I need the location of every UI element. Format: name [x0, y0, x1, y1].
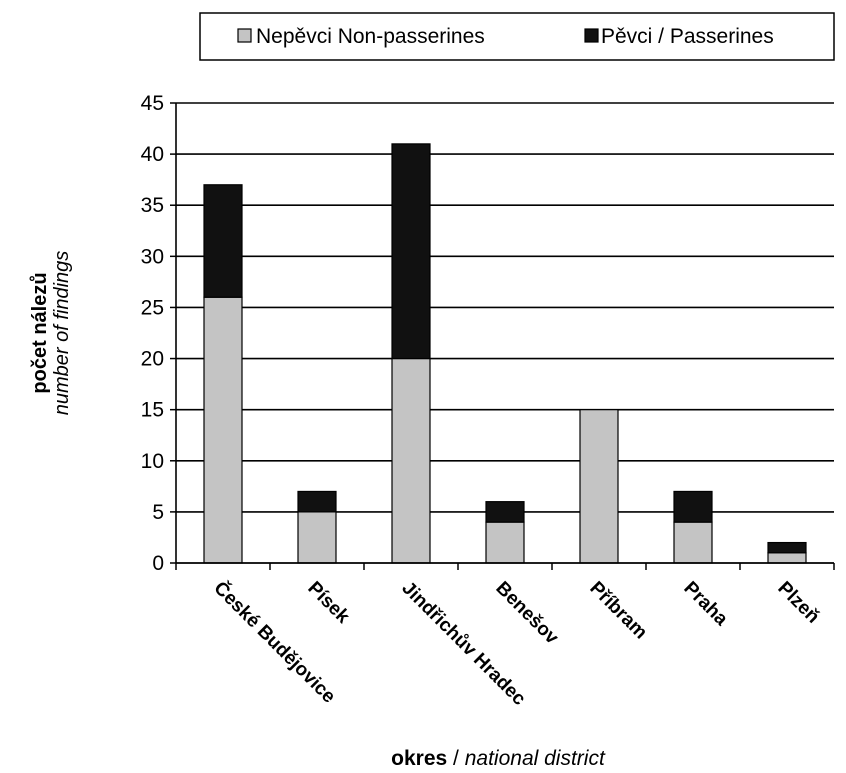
- y-tick-label: 45: [141, 92, 164, 115]
- y-axis: 0 5 10 15 20 25 30 35 40 45: [141, 92, 177, 575]
- bar-segment-non-passerines: [203, 296, 243, 564]
- category-label: Praha: [679, 578, 731, 630]
- legend-label-passerines: Pěvci / Passerines: [601, 25, 774, 48]
- bar-segment-non-passerines: [391, 357, 431, 564]
- gridlines: [176, 102, 834, 513]
- y-tick-label: 35: [141, 194, 164, 217]
- bar-segment-non-passerines: [673, 521, 713, 564]
- bar-segment-non-passerines: [485, 521, 525, 564]
- y-tick-label: 0: [152, 552, 164, 575]
- bars: [203, 143, 807, 564]
- category-label: Písek: [303, 578, 353, 628]
- bar-segment-passerines: [203, 184, 243, 298]
- bar-segment-passerines: [391, 143, 431, 360]
- y-tick-label: 5: [152, 501, 164, 524]
- y-axis-title-bold: počet nálezů: [29, 272, 51, 393]
- x-axis-title-bold: okres: [391, 747, 447, 770]
- y-tick-label: 40: [141, 143, 164, 166]
- legend-box: [199, 12, 835, 61]
- legend: Nepěvci Non-passerines Pěvci / Passerine…: [199, 12, 835, 61]
- bar-segment-non-passerines: [297, 511, 337, 564]
- bar-segment-non-passerines: [767, 552, 807, 564]
- x-axis-title-italic: national district: [465, 747, 606, 770]
- y-axis-title-italic: number of findings: [51, 251, 73, 416]
- x-axis-title: okres / national district: [391, 747, 606, 770]
- y-tick-label: 20: [141, 348, 164, 371]
- bar-segment-passerines: [767, 541, 807, 554]
- bar-segment-passerines: [485, 501, 525, 523]
- y-tick-label: 15: [141, 399, 164, 422]
- y-tick-label: 10: [141, 450, 164, 473]
- category-label: Plzeň: [773, 578, 823, 628]
- x-axis-title-separator: /: [447, 747, 465, 770]
- bar-segment-passerines: [673, 490, 713, 523]
- legend-label-non-passerines: Nepěvci Non-passerines: [256, 25, 485, 48]
- legend-swatch-passerines: [584, 28, 599, 43]
- y-axis-title: počet nálezů number of findings: [29, 251, 73, 416]
- bar-segment-passerines: [297, 490, 337, 513]
- legend-swatch-non-passerines: [237, 28, 252, 43]
- y-tick-label: 25: [141, 296, 164, 319]
- category-label: Benešov: [491, 578, 562, 649]
- y-tick-label: 30: [141, 245, 164, 268]
- category-label: Příbram: [585, 578, 651, 644]
- bar-segment-non-passerines: [579, 409, 619, 564]
